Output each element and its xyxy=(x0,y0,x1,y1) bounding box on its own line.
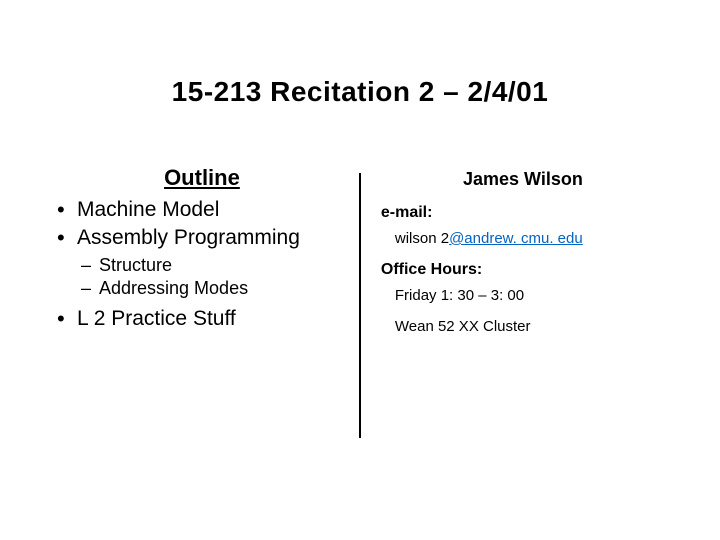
bullet-text: Machine Model xyxy=(77,198,219,221)
list-item: Addressing Modes xyxy=(77,277,349,300)
right-column: James Wilson e-mail: wilson 2@andrew. cm… xyxy=(361,165,665,438)
bullet-text: Assembly Programming xyxy=(77,226,300,249)
left-column: Outline Machine Model Assembly Programmi… xyxy=(55,165,359,438)
office-hours-time: Friday 1: 30 – 3: 00 xyxy=(395,287,665,304)
email-label: e-mail: xyxy=(381,204,665,222)
bullet-text: L 2 Practice Stuff xyxy=(77,307,236,330)
email-link[interactable]: @andrew. cmu. edu xyxy=(449,230,583,247)
list-item: Assembly Programming Structure Addressin… xyxy=(55,225,349,300)
office-hours-label: Office Hours: xyxy=(381,261,665,279)
outline-sublist: Structure Addressing Modes xyxy=(77,254,349,301)
email-value: wilson 2@andrew. cmu. edu xyxy=(395,230,665,247)
outline-heading: Outline xyxy=(55,165,349,191)
author-name: James Wilson xyxy=(381,169,665,190)
email-local-part: wilson 2 xyxy=(395,230,449,247)
outline-list: Machine Model Assembly Programming Struc… xyxy=(55,197,349,333)
sub-bullet-text: Addressing Modes xyxy=(99,278,248,298)
sub-bullet-text: Structure xyxy=(99,255,172,275)
slide: 15-213 Recitation 2 – 2/4/01 Outline Mac… xyxy=(0,0,720,540)
content-columns: Outline Machine Model Assembly Programmi… xyxy=(55,165,665,438)
office-hours-place: Wean 52 XX Cluster xyxy=(395,318,665,335)
list-item: Machine Model xyxy=(55,197,349,223)
list-item: L 2 Practice Stuff xyxy=(55,306,349,332)
slide-title: 15-213 Recitation 2 – 2/4/01 xyxy=(0,76,720,108)
list-item: Structure xyxy=(77,254,349,277)
